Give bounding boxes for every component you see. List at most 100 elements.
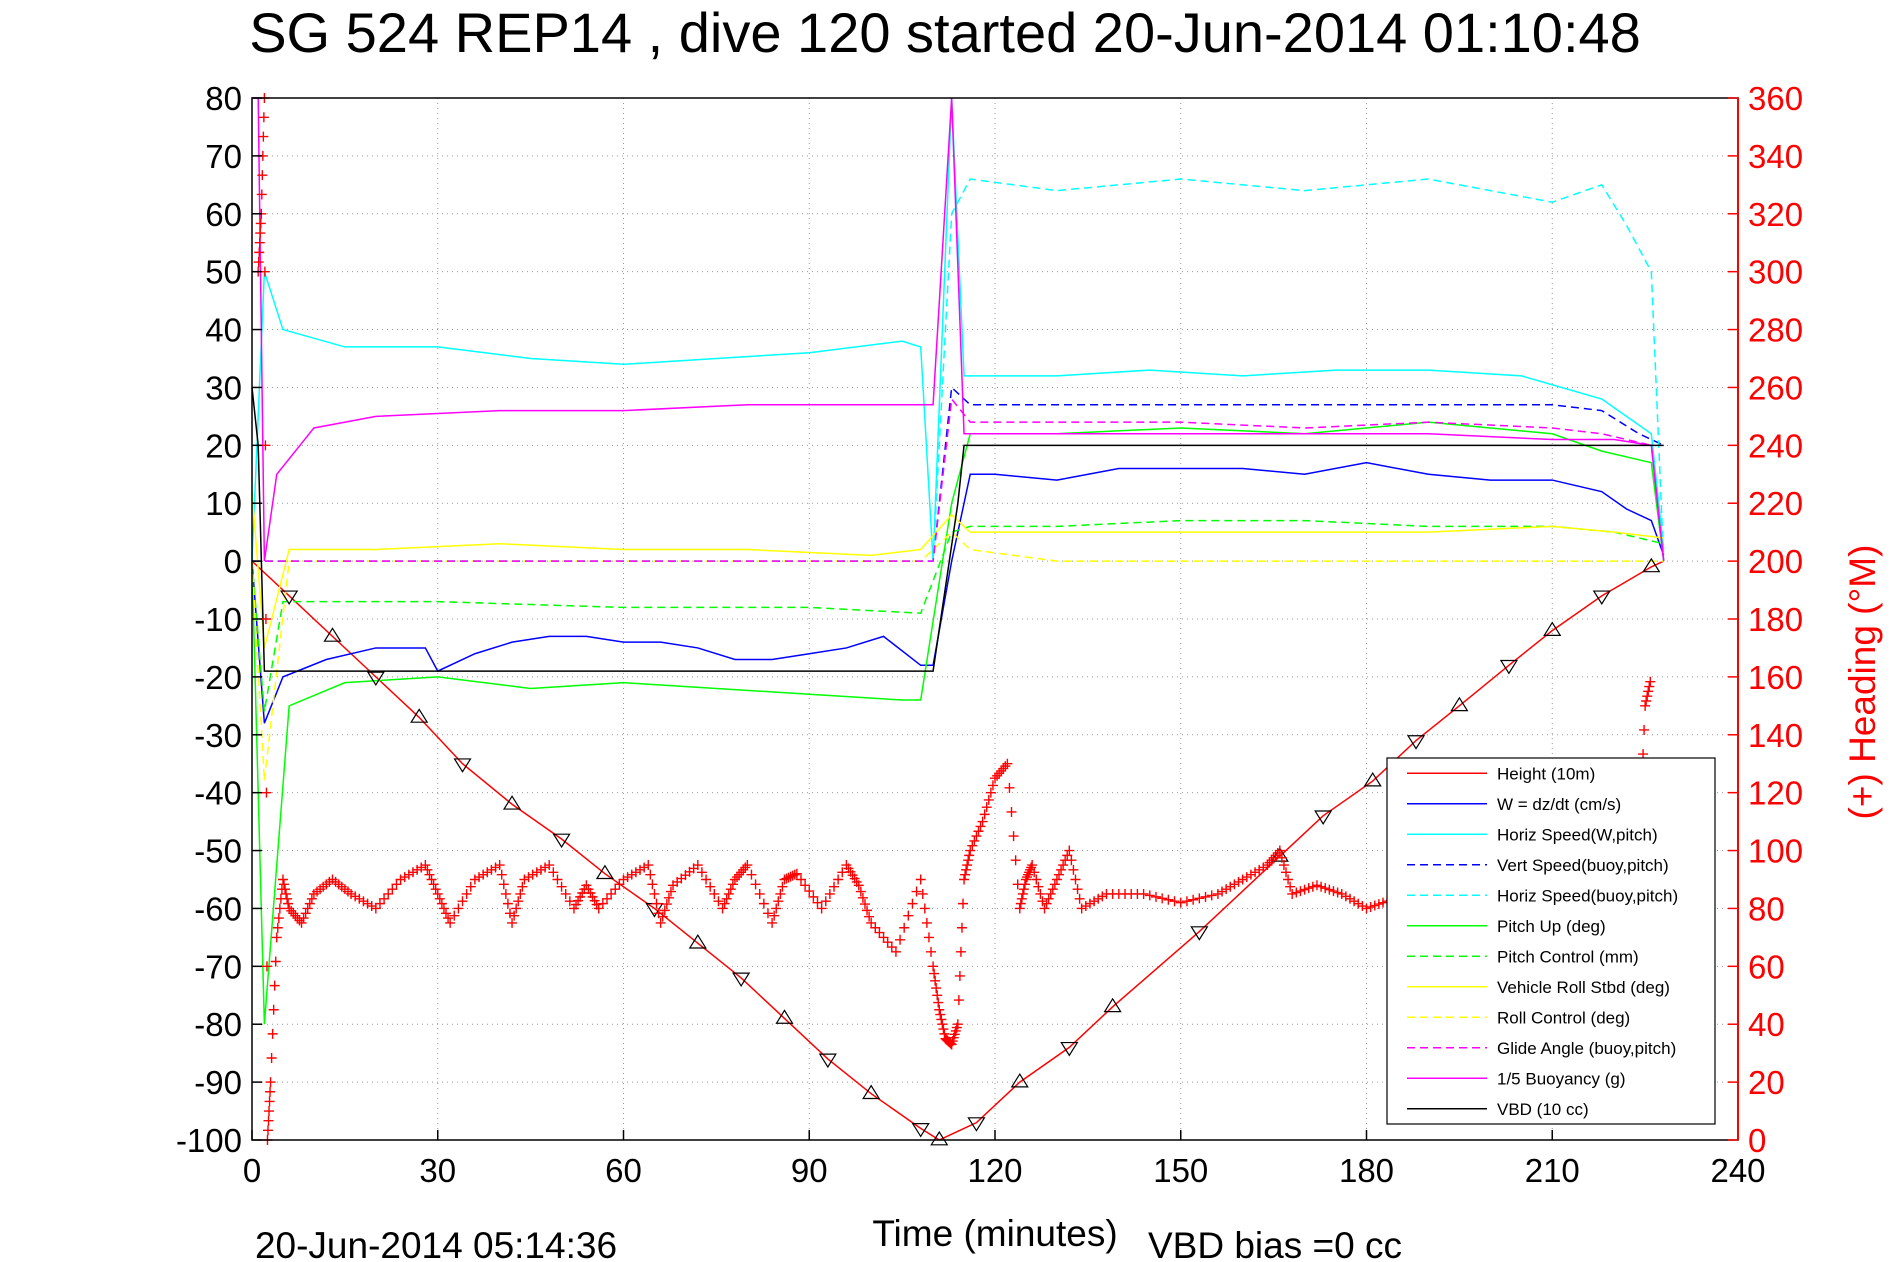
height-marker <box>280 590 299 605</box>
y2-tick-label: 0 <box>1748 1122 1766 1159</box>
heading-point <box>740 862 751 873</box>
heading-point <box>286 905 297 916</box>
y2-tick-label: 260 <box>1748 369 1803 406</box>
heading-point <box>1245 869 1256 880</box>
heading-point <box>1254 864 1265 875</box>
legend-entry: Horiz Speed(buoy,pitch) <box>1497 886 1678 905</box>
heading-point <box>816 903 827 914</box>
heading-point <box>742 860 753 871</box>
heading-point <box>272 922 283 933</box>
heading-point <box>738 864 749 875</box>
series-line <box>251 387 1664 672</box>
heading-point <box>769 910 780 921</box>
heading-point <box>692 860 703 871</box>
heading-point <box>926 946 937 957</box>
heading-point <box>956 922 967 933</box>
heading-point <box>1039 903 1050 914</box>
x-tick-label: 180 <box>1339 1152 1394 1189</box>
heading-point <box>812 897 823 908</box>
heading-point <box>601 893 612 904</box>
heading-point <box>507 917 518 928</box>
heading-point <box>1004 782 1015 793</box>
heading-point <box>288 908 299 919</box>
height-marker <box>410 708 429 723</box>
heading-point <box>820 896 831 907</box>
heading-point <box>1144 890 1155 901</box>
heading-point <box>1138 888 1149 899</box>
heading-point <box>1053 869 1064 880</box>
heading-point <box>1353 898 1364 909</box>
heading-point <box>1250 867 1261 878</box>
heading-point <box>762 908 773 919</box>
heading-point <box>1311 880 1322 891</box>
heading-point <box>270 956 281 967</box>
heading-point <box>945 1038 956 1049</box>
heading-point <box>1642 691 1653 702</box>
heading-point <box>1017 888 1028 899</box>
heading-point <box>436 898 447 909</box>
heading-point <box>866 917 877 928</box>
height-marker <box>1450 696 1469 712</box>
heading-point <box>962 860 973 871</box>
height-marker <box>911 1123 930 1138</box>
heading-point <box>254 237 265 248</box>
heading-point <box>911 886 922 897</box>
heading-point <box>789 869 800 880</box>
series-line <box>252 397 1665 562</box>
heading-point <box>783 872 794 883</box>
heading-point <box>734 869 745 880</box>
heading-point <box>260 614 271 624</box>
heading-point <box>921 917 932 928</box>
heading-point <box>358 896 369 907</box>
heading-point <box>254 247 265 258</box>
heading-point <box>274 903 285 914</box>
heading-point <box>527 869 538 880</box>
y2-tick-label: 340 <box>1748 138 1803 175</box>
heading-point <box>1015 898 1026 909</box>
heading-point <box>655 917 666 928</box>
x-tick-label: 120 <box>967 1152 1022 1189</box>
heading-point <box>952 1019 963 1030</box>
height-marker <box>862 1084 881 1100</box>
heading-point <box>256 189 267 200</box>
heading-point <box>870 922 881 933</box>
heading-point <box>490 862 501 873</box>
x-tick-label: 90 <box>791 1152 828 1189</box>
legend-entry: Pitch Control (mm) <box>1497 947 1639 966</box>
height-marker <box>552 833 571 849</box>
y2-tick-label: 280 <box>1748 312 1803 349</box>
heading-point <box>1031 874 1042 885</box>
heading-point <box>618 874 629 885</box>
height-marker <box>818 1053 837 1069</box>
heading-point <box>465 881 476 892</box>
heading-point <box>1225 881 1236 892</box>
ticks: 0 30 60 90 120 150 180 210 24080706050403020100-… <box>176 80 1803 1189</box>
heading-point <box>859 899 870 910</box>
heading-point <box>696 867 707 878</box>
heading-point <box>432 888 443 899</box>
heading-point <box>350 891 361 902</box>
y2-tick-label: 20 <box>1748 1064 1785 1101</box>
heading-point <box>258 112 269 123</box>
heading-point <box>1295 886 1306 897</box>
heading-point <box>264 1106 275 1117</box>
heading-point <box>1002 758 1013 769</box>
heading-point <box>785 871 796 882</box>
heading-point <box>649 888 660 899</box>
y-tick-label: 80 <box>205 80 242 117</box>
heading-point <box>1093 893 1104 904</box>
heading-point <box>593 903 604 914</box>
heading-point <box>1027 860 1038 871</box>
heading-point <box>610 884 621 895</box>
heading-point <box>1043 893 1054 904</box>
height-marker <box>1190 926 1209 941</box>
heading-point <box>933 997 944 1008</box>
heading-point <box>255 218 266 229</box>
heading-point <box>929 968 940 979</box>
legend-entry: Vehicle Roll Stbd (deg) <box>1497 978 1670 997</box>
y2-tick-label: 160 <box>1748 659 1803 696</box>
series-line <box>252 97 1665 562</box>
heading-point <box>556 881 567 892</box>
heading-point <box>1278 860 1289 871</box>
chart-title: SG 524 REP14 , dive 120 started 20-Jun-2… <box>249 1 1641 64</box>
